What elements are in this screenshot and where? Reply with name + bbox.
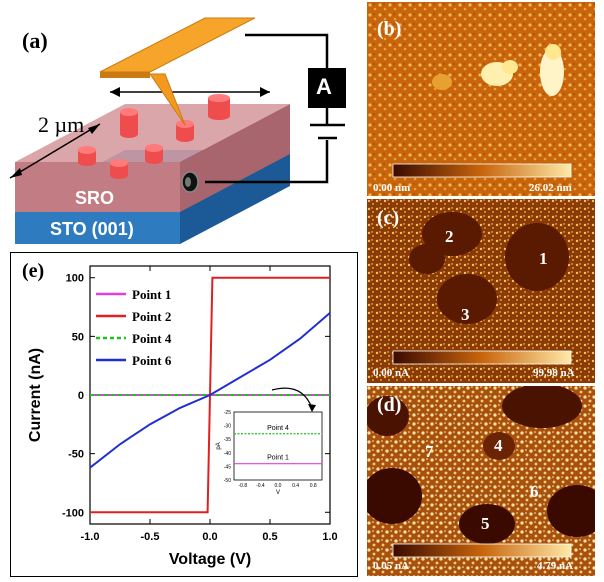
sro-film-right bbox=[180, 104, 290, 212]
afm-c-cbar-min: 0.00 nA bbox=[373, 367, 410, 379]
inset-plot-area bbox=[233, 411, 323, 481]
pillar-4 bbox=[78, 146, 96, 166]
afm-d-point-4: 4 bbox=[494, 436, 503, 455]
afm-b-cbar-min: 0.00 nm bbox=[373, 182, 411, 194]
x-tick-label: 0.5 bbox=[262, 531, 277, 543]
inset-y-tick-label: -25 bbox=[224, 410, 231, 416]
panel-c-current-map: (c) 1 2 3 0.00 nA 99.98 nA bbox=[367, 199, 595, 383]
afm-b-colorbar bbox=[392, 163, 572, 178]
x-axis-label: Voltage (V) bbox=[169, 551, 251, 568]
afm-b-cbar-max: 26.02 nm bbox=[529, 182, 572, 194]
y-tick-label: 100 bbox=[66, 273, 84, 285]
panel-e-iv-chart: -1.0 -0.5 0.0 0.5 1.0 100 50 0 -50 -100 Voltage (V… bbox=[10, 252, 358, 577]
y-axis-label: Current (nA) bbox=[27, 348, 44, 442]
afm-cantilever-side bbox=[100, 72, 150, 78]
panel-label-c: (c) bbox=[377, 207, 400, 229]
afm-c-point-3: 3 bbox=[461, 305, 470, 324]
inset-x-tick-label: -0.8 bbox=[238, 483, 247, 489]
inset-x-tick-label: 0.4 bbox=[292, 483, 299, 489]
afm-d-point-5: 5 bbox=[481, 514, 490, 533]
afm-d-point-6: 6 bbox=[530, 482, 539, 501]
length-label: 2 µm bbox=[38, 112, 85, 137]
panel-label-a: (a) bbox=[22, 28, 48, 53]
x-tick-label: -1.0 bbox=[81, 531, 100, 543]
inset-y-tick-label: -30 bbox=[224, 424, 231, 430]
inset-y-tick-label: -45 bbox=[224, 464, 231, 470]
iv-chart-svg: -1.0 -0.5 0.0 0.5 1.0 100 50 0 -50 -100 Voltage (V… bbox=[10, 252, 358, 577]
afm-d-cbar-min: 0.05 nA bbox=[373, 560, 410, 572]
inset-y-tick-label: -50 bbox=[224, 478, 231, 484]
afm-c-cbar-max: 99.98 nA bbox=[533, 367, 575, 379]
sro-label: SRO bbox=[75, 188, 115, 208]
pillar-5 bbox=[145, 144, 163, 164]
inset-x-label: V bbox=[276, 490, 280, 496]
legend-label: Point 1 bbox=[132, 287, 171, 302]
ammeter-box bbox=[308, 68, 346, 108]
legend-label: Point 2 bbox=[132, 309, 171, 324]
circuit-wire bbox=[245, 33, 329, 68]
inset-x-tick-label: -0.4 bbox=[256, 483, 265, 489]
afm-c-point-2: 2 bbox=[445, 227, 454, 246]
panel-a-schematic: (a) 2 µ bbox=[0, 0, 365, 250]
legend-label: Point 6 bbox=[132, 353, 172, 368]
y-tick-label: -50 bbox=[68, 449, 84, 461]
afm-c-colorbar bbox=[392, 350, 572, 365]
afm-tip bbox=[149, 73, 186, 126]
inset-arrow-head bbox=[308, 404, 316, 412]
panel-b-afm-topography: (b) 0.00 nm 26.02 nm bbox=[367, 2, 595, 196]
afm-cantilever bbox=[99, 17, 256, 73]
x-tick-label: 1.0 bbox=[322, 531, 337, 543]
inset-series-label: Point 1 bbox=[267, 455, 289, 462]
afm-b-image bbox=[367, 2, 595, 196]
y-tick-label: 50 bbox=[72, 331, 84, 343]
inset-x-tick-label: 0.8 bbox=[310, 483, 317, 489]
inset-y-label: pA bbox=[216, 442, 222, 449]
panel-label-e: (e) bbox=[22, 260, 45, 282]
panel-d-current-map: (d) 4 5 6 7 0.05 nA 4.79 nA bbox=[367, 386, 595, 576]
inset-arrow bbox=[271, 387, 313, 409]
inset-y-tick-label: -35 bbox=[224, 437, 231, 443]
afm-d-cbar-max: 4.79 nA bbox=[537, 560, 574, 572]
legend-label: Point 4 bbox=[132, 331, 172, 346]
y-tick-label: 0 bbox=[78, 390, 84, 402]
inset-y-tick-label: -40 bbox=[224, 451, 231, 457]
series-line-point-6 bbox=[89, 312, 331, 469]
pillar-6 bbox=[110, 159, 128, 179]
ammeter-label: A bbox=[316, 74, 332, 99]
schematic-drawing bbox=[9, 17, 346, 244]
afm-d-image bbox=[367, 386, 595, 576]
pillar-2 bbox=[208, 94, 230, 120]
afm-c-image bbox=[367, 199, 595, 383]
sro-film-front bbox=[15, 162, 180, 212]
panel-label-d: (d) bbox=[377, 394, 402, 416]
x-tick-label: 0.0 bbox=[202, 531, 217, 543]
afm-c-point-1: 1 bbox=[539, 249, 548, 268]
x-tick-label: -0.5 bbox=[141, 531, 160, 543]
y-tick-label: -100 bbox=[62, 507, 84, 519]
sto-label: STO (001) bbox=[50, 219, 134, 239]
inset-x-tick-label: 0.0 bbox=[275, 483, 282, 489]
afm-d-colorbar bbox=[392, 543, 572, 558]
sto-substrate-side bbox=[15, 208, 180, 244]
sto-substrate-right bbox=[180, 150, 290, 244]
pillar-1 bbox=[120, 108, 138, 138]
pillar-3 bbox=[176, 120, 194, 142]
panel-label-b: (b) bbox=[377, 18, 402, 40]
afm-d-point-7: 7 bbox=[425, 442, 434, 461]
inset-series-label: Point 4 bbox=[267, 425, 289, 432]
